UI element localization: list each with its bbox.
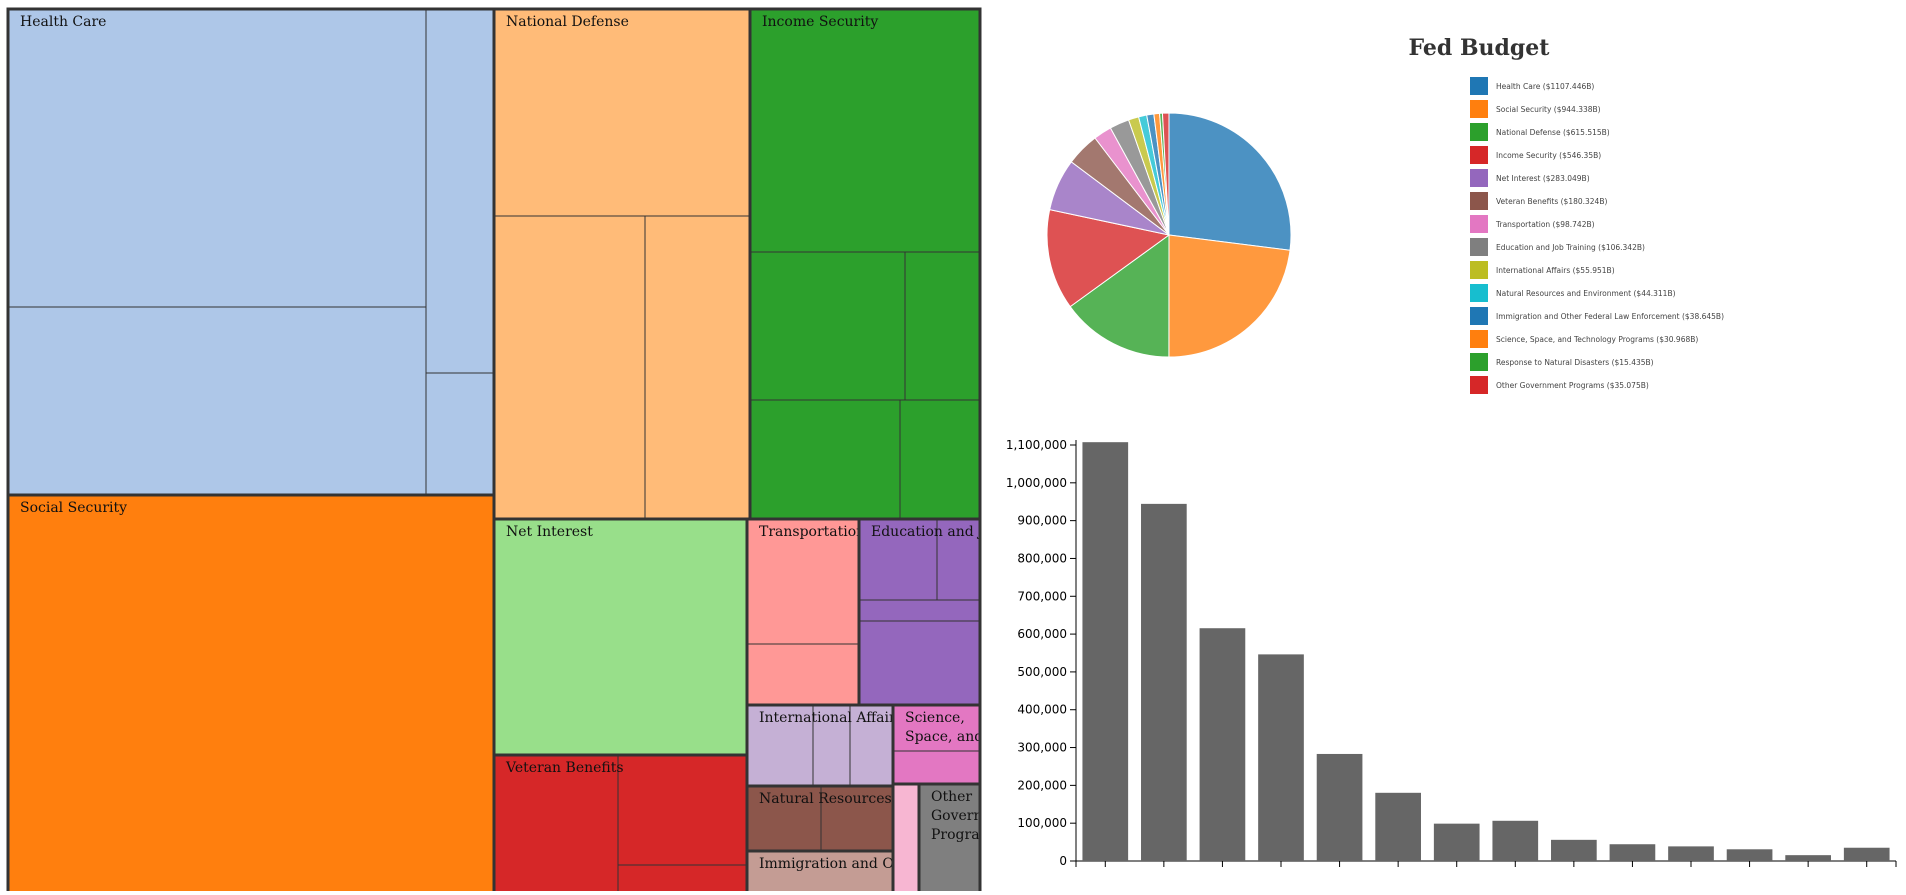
legend-label: Transportation ($98.742B): [1495, 220, 1595, 229]
bar: [1141, 503, 1187, 861]
bar: [1433, 823, 1480, 861]
y-tick-label: 600,000: [1017, 627, 1067, 641]
legend-swatch: [1470, 100, 1488, 118]
treemap-label: Income Security: [762, 14, 878, 30]
legend-swatch: [1470, 330, 1488, 348]
treemap-cell: [8, 493, 496, 895]
bar: [1668, 846, 1714, 861]
legend-swatch: [1470, 238, 1488, 256]
treemap-label: Net Interest: [506, 524, 593, 540]
treemap-label: National Defense: [506, 14, 629, 30]
legend-swatch: [1470, 215, 1488, 233]
legend-label: Social Security ($944.338B): [1496, 105, 1601, 114]
pie-slice: [1168, 234, 1291, 358]
legend-label: Health Care ($1107.446B): [1496, 82, 1594, 91]
pie-panel: Fed Budget Health Care ($1107.446B) Social…: [1000, 0, 1906, 420]
bar: [1609, 844, 1656, 861]
treemap-cell: [492, 9, 752, 521]
treemap-label: Social Security: [20, 500, 127, 516]
treemap-label: International Affairs: [759, 710, 903, 726]
treemap-label: Health Care: [20, 14, 106, 30]
legend-label: International Affairs ($55.951B): [1496, 266, 1615, 275]
bar: [1375, 792, 1421, 861]
legend-label: Net Interest ($283.049B): [1496, 174, 1590, 183]
legend-swatch: [1470, 77, 1488, 95]
treemap-label: Education and Job: [871, 524, 1000, 540]
legend-swatch: [1470, 376, 1488, 394]
pie-title: Fed Budget: [1409, 35, 1551, 61]
treemap-cell: [857, 517, 980, 707]
y-tick-label: 1,000,000: [1006, 476, 1067, 490]
treemap-label: Transportation: [759, 524, 865, 540]
bar: [1082, 442, 1129, 861]
y-tick-label: 300,000: [1017, 741, 1067, 755]
legend-label: National Defense ($615.515B): [1496, 128, 1610, 137]
y-tick-label: 700,000: [1017, 589, 1067, 603]
pie-slice: [1161, 112, 1170, 236]
legend-swatch: [1470, 192, 1488, 210]
legend-label: Immigration and Other Federal Law Enforc…: [1496, 312, 1724, 321]
treemap-panel: Health Care Social Security National Defen…: [6, 7, 1000, 895]
y-tick-label: 400,000: [1017, 703, 1067, 717]
bar: [1199, 628, 1246, 861]
legend-label: Education and Job Training ($106.342B): [1496, 243, 1645, 252]
legend-label: Veteran Benefits ($180.324B): [1496, 197, 1607, 206]
treemap-label: Immigration and Other: [759, 856, 924, 872]
bar-panel: 0 100,000 200,000 300,000 400,000 500,000 600,…: [990, 420, 1906, 891]
y-tick-label: 200,000: [1017, 778, 1067, 792]
treemap-cell: [492, 517, 749, 757]
treemap-cell: [745, 849, 895, 895]
pie-slice: [1069, 234, 1170, 358]
bar: [1492, 820, 1539, 861]
legend-swatch: [1470, 169, 1488, 187]
pie-slice: [1168, 112, 1292, 251]
treemap-label: Science, Space, and: [905, 710, 983, 745]
legend-swatch: [1470, 261, 1488, 279]
pie-chart: Fed Budget Health Care ($1107.446B) Social…: [1046, 35, 1724, 394]
treemap-label: Natural Resources and: [759, 791, 922, 807]
treemap-cell: [891, 782, 921, 895]
bar: [1258, 654, 1304, 861]
legend-swatch: [1470, 146, 1488, 164]
y-tick-label: 0: [1059, 854, 1067, 868]
treemap-label: Other Governm Progran: [931, 789, 996, 843]
legend-label: Other Government Programs ($35.075B): [1496, 381, 1649, 390]
y-tick-label: 500,000: [1017, 665, 1067, 679]
legend-label: Income Security ($546.35B): [1496, 151, 1601, 160]
y-tick-label: 800,000: [1017, 551, 1067, 565]
y-tick-label: 1,100,000: [1006, 438, 1067, 452]
legend-label: Response to Natural Disasters ($15.435B): [1496, 358, 1654, 367]
legend-label: Science, Space, and Technology Programs …: [1496, 335, 1698, 344]
bar: [1551, 839, 1597, 861]
treemap-border: [6, 7, 982, 895]
bar-chart: 0 100,000 200,000 300,000 400,000 500,000 600,…: [1006, 438, 1897, 868]
y-tick-label: 100,000: [1017, 816, 1067, 830]
treemap-chart: Health Care Social Security National Defen…: [6, 7, 1000, 895]
treemap-cell: [917, 782, 980, 895]
legend-swatch: [1470, 284, 1488, 302]
treemap-cell: [745, 517, 861, 707]
treemap-cell: [748, 9, 980, 521]
pie-slice: [1046, 209, 1171, 308]
treemap-label: Veteran Benefits: [505, 760, 624, 776]
bar: [1843, 847, 1890, 861]
legend-swatch: [1470, 307, 1488, 325]
legend-swatch: [1470, 353, 1488, 371]
treemap-cell: [8, 9, 496, 497]
bar: [1785, 855, 1831, 861]
bar: [1726, 849, 1773, 861]
bar: [1316, 753, 1363, 861]
y-tick-label: 900,000: [1017, 514, 1067, 528]
legend-label: Natural Resources and Environment ($44.3…: [1496, 289, 1676, 298]
legend-swatch: [1470, 123, 1488, 141]
